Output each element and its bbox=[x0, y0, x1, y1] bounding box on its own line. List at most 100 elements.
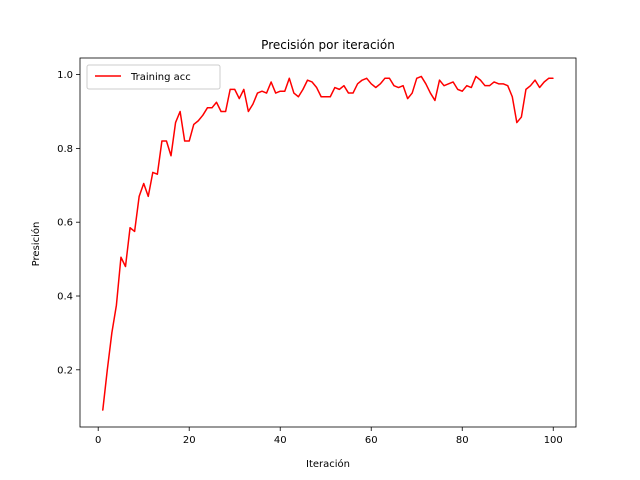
data-point bbox=[498, 83, 500, 85]
data-point bbox=[525, 88, 527, 90]
x-axis-ticks: 0 20 40 60 80 100 bbox=[95, 427, 563, 446]
data-point bbox=[225, 111, 227, 112]
data-point bbox=[220, 111, 222, 112]
data-point bbox=[539, 87, 541, 89]
data-point bbox=[138, 195, 140, 197]
y-tick-label: 1.0 bbox=[57, 70, 73, 81]
data-point bbox=[429, 92, 431, 94]
data-point bbox=[534, 79, 536, 81]
data-point bbox=[143, 182, 145, 184]
data-point bbox=[548, 77, 550, 79]
data-point bbox=[147, 195, 149, 197]
x-tick-label: 80 bbox=[456, 435, 469, 446]
data-point bbox=[416, 77, 418, 79]
data-point bbox=[316, 87, 318, 89]
data-point bbox=[493, 81, 495, 83]
data-point bbox=[347, 92, 349, 94]
data-point bbox=[370, 83, 372, 85]
data-point bbox=[443, 85, 445, 87]
data-point bbox=[106, 369, 108, 371]
data-point bbox=[366, 77, 368, 79]
legend-label-training-acc: Training acc bbox=[130, 72, 191, 83]
legend-box bbox=[86, 64, 221, 90]
data-point bbox=[434, 99, 436, 101]
data-point bbox=[156, 173, 158, 175]
data-point bbox=[261, 90, 263, 92]
data-point bbox=[188, 140, 190, 142]
data-point bbox=[175, 122, 177, 124]
data-point bbox=[388, 77, 390, 79]
data-point bbox=[284, 90, 286, 92]
data-point bbox=[461, 90, 463, 92]
data-point bbox=[293, 92, 295, 94]
data-point bbox=[216, 101, 218, 103]
data-point bbox=[552, 77, 554, 79]
data-point bbox=[206, 107, 208, 109]
legend: Training acc bbox=[86, 64, 221, 90]
data-point bbox=[102, 409, 104, 411]
data-point bbox=[484, 85, 486, 87]
data-point bbox=[307, 79, 309, 81]
data-point bbox=[420, 75, 422, 77]
data-point bbox=[120, 256, 122, 258]
data-point bbox=[352, 92, 354, 94]
data-point bbox=[425, 83, 427, 85]
data-point bbox=[111, 332, 113, 334]
data-point bbox=[266, 92, 268, 94]
y-tick-label: 0.6 bbox=[57, 218, 73, 229]
data-point bbox=[452, 81, 454, 83]
data-point bbox=[511, 96, 513, 98]
y-tick-label: 0.8 bbox=[57, 144, 73, 155]
data-point bbox=[470, 87, 472, 89]
data-point bbox=[288, 77, 290, 79]
data-point bbox=[202, 114, 204, 116]
data-point bbox=[379, 83, 381, 85]
data-point bbox=[402, 85, 404, 87]
data-point bbox=[256, 92, 258, 94]
data-point bbox=[197, 120, 199, 122]
data-point bbox=[393, 85, 395, 87]
data-point bbox=[343, 85, 345, 87]
data-point bbox=[384, 77, 386, 79]
data-point bbox=[238, 98, 240, 100]
data-point bbox=[325, 96, 327, 98]
data-point bbox=[507, 85, 509, 87]
data-point bbox=[530, 85, 531, 87]
x-tick-label: 40 bbox=[274, 435, 287, 446]
data-point bbox=[475, 75, 477, 77]
data-point bbox=[357, 83, 359, 85]
data-point bbox=[161, 140, 163, 142]
data-point bbox=[229, 88, 231, 90]
data-point bbox=[489, 85, 491, 87]
data-point bbox=[234, 88, 236, 90]
data-point bbox=[275, 92, 277, 94]
data-point bbox=[115, 304, 117, 306]
data-point bbox=[125, 265, 126, 267]
data-point bbox=[270, 81, 272, 83]
series-line-training-acc bbox=[102, 75, 554, 411]
data-point bbox=[466, 85, 468, 87]
data-point bbox=[134, 230, 136, 232]
x-axis-label: Iteración bbox=[306, 458, 350, 470]
y-tick-label: 0.4 bbox=[57, 292, 73, 303]
y-tick-label: 0.2 bbox=[57, 365, 73, 376]
chart-title: Precisión por iteración bbox=[261, 38, 395, 52]
data-point bbox=[398, 87, 400, 89]
plot-frame bbox=[79, 57, 577, 428]
data-point bbox=[516, 122, 518, 124]
data-point bbox=[411, 92, 413, 94]
data-point bbox=[311, 81, 313, 83]
data-point bbox=[152, 171, 154, 173]
data-point bbox=[338, 88, 340, 90]
x-tick-label: 100 bbox=[544, 435, 563, 446]
data-point bbox=[329, 96, 331, 98]
data-point bbox=[165, 140, 167, 142]
data-point bbox=[502, 83, 504, 85]
data-point bbox=[193, 123, 195, 125]
data-point bbox=[543, 81, 545, 83]
data-point bbox=[361, 79, 363, 81]
data-point bbox=[320, 96, 322, 98]
data-point bbox=[211, 107, 213, 109]
data-point bbox=[252, 103, 254, 105]
